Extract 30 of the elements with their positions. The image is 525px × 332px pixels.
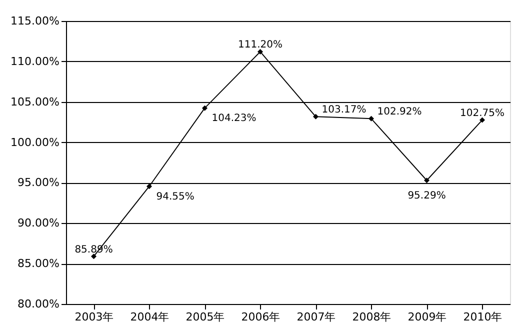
data-label: 102.92%: [377, 106, 422, 118]
data-label: 111.20%: [238, 40, 282, 51]
y-tick-label: 85.00%: [18, 257, 60, 270]
x-tick-label: 2006年: [241, 310, 280, 324]
x-tick-label: 2004年: [130, 310, 170, 324]
y-tick-label: 100.00%: [10, 136, 60, 149]
y-tick-label: 115.00%: [10, 14, 60, 28]
y-tick-label: 95.00%: [18, 176, 60, 190]
x-tick-label: 2005年: [186, 310, 225, 324]
x-tick-label: 2007年: [296, 310, 336, 324]
y-tick-label: 110.00%: [10, 54, 60, 68]
x-tick-label: 2010年: [463, 310, 502, 324]
point: [424, 178, 430, 184]
y-tick-label: 90.00%: [18, 216, 60, 230]
x-tick-label: 2009年: [408, 310, 447, 324]
data-label: 103.17%: [322, 104, 366, 116]
point: [258, 48, 263, 54]
data-label: 95.29%: [408, 190, 446, 202]
point: [146, 184, 152, 190]
data-label: 102.75%: [460, 108, 504, 120]
x-tick-label: 2003年: [74, 310, 114, 324]
y-tick-label: 80.00%: [18, 298, 60, 310]
point: [313, 114, 318, 120]
data-label: 94.55%: [156, 191, 194, 202]
point: [368, 116, 374, 122]
point: [480, 117, 485, 123]
point: [202, 105, 208, 111]
data-label: 104.23%: [212, 113, 256, 124]
x-tick-label: 2008年: [352, 310, 392, 324]
y-tick-label: 105.00%: [10, 95, 60, 108]
